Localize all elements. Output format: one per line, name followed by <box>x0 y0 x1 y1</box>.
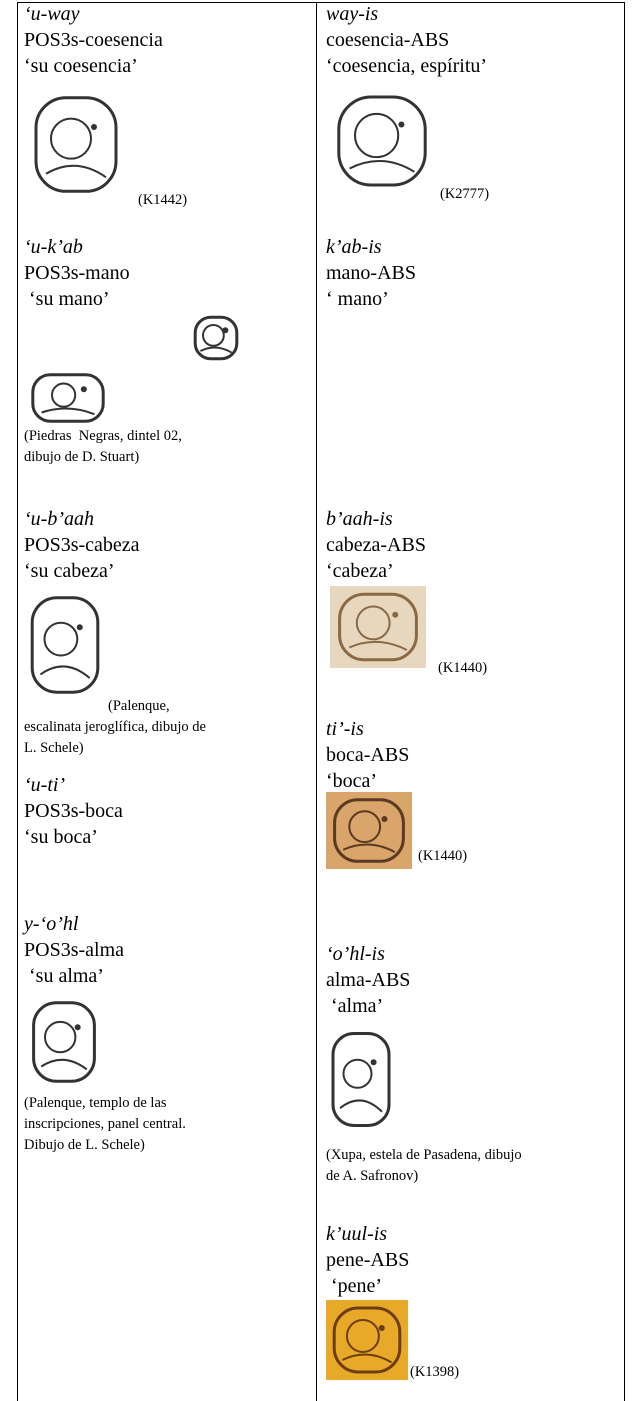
caption: (Piedras Negras, dintel 02, <box>24 428 182 444</box>
caption: (K1398) <box>410 1364 460 1380</box>
entry-translation: ‘ mano’ <box>326 288 389 310</box>
entry-gloss: POS3s-mano <box>24 262 130 284</box>
entry-translation: ‘su boca’ <box>24 826 98 848</box>
glyph-image <box>32 1001 96 1083</box>
caption: inscripciones, panel central. <box>24 1116 186 1132</box>
caption: (K1442) <box>138 192 188 208</box>
entry-word: ‘u-ti’ <box>24 774 66 796</box>
caption: (K1440) <box>418 848 468 864</box>
caption: de A. Safronov) <box>326 1168 419 1184</box>
glyph-image <box>31 373 105 423</box>
caption: (K2777) <box>440 186 490 202</box>
entry-translation: ‘su cabeza’ <box>24 560 115 582</box>
caption: Dibujo de L. Schele) <box>24 1137 145 1153</box>
entry-gloss: POS3s-boca <box>24 800 123 822</box>
caption: (Xupa, estela de Pasadena, dibujo <box>326 1147 522 1163</box>
caption: (Palenque, templo de las <box>24 1095 167 1111</box>
glyph-image <box>193 315 239 361</box>
entry-translation: ‘su alma’ <box>24 965 104 987</box>
entry-word: y-‘o’hl <box>24 913 79 935</box>
glyph-image <box>326 792 412 869</box>
entry-gloss: alma-ABS <box>326 969 411 991</box>
entry-gloss: coesencia-ABS <box>326 29 450 51</box>
entry-word: way-is <box>326 3 379 25</box>
caption: dibujo de D. Stuart) <box>24 449 140 465</box>
entry-word: ‘u-b’aah <box>24 508 94 530</box>
entry-word: ‘o’hl-is <box>326 943 385 965</box>
entry-word: k’uul-is <box>326 1223 388 1245</box>
table-border <box>17 2 625 3</box>
glyph-image <box>331 1032 391 1127</box>
entry-word: b’aah-is <box>326 508 393 530</box>
table-border <box>624 2 625 1401</box>
entry-word: ‘u-way <box>24 3 80 25</box>
caption: (Palenque, <box>108 698 170 714</box>
glyph-image <box>330 586 426 668</box>
entry-translation: ‘su mano’ <box>24 288 110 310</box>
caption: escalinata jeroglífica, dibujo de <box>24 719 206 735</box>
entry-gloss: pene-ABS <box>326 1249 410 1271</box>
entry-translation: ‘su coesencia’ <box>24 55 138 77</box>
entry-translation: ‘boca’ <box>326 770 378 792</box>
entry-translation: ‘coesencia, espíritu’ <box>326 55 488 77</box>
entry-gloss: POS3s-alma <box>24 939 124 961</box>
entry-gloss: mano-ABS <box>326 262 416 284</box>
entry-gloss: boca-ABS <box>326 744 410 766</box>
entry-translation: ‘cabeza’ <box>326 560 394 582</box>
glyph-image <box>30 596 100 694</box>
entry-word: ‘u-k’ab <box>24 236 83 258</box>
entry-word: k’ab-is <box>326 236 382 258</box>
glyph-image <box>34 96 118 193</box>
glyph-image <box>337 95 427 187</box>
caption: (K1440) <box>438 660 488 676</box>
entry-translation: ‘alma’ <box>326 995 384 1017</box>
entry-gloss: cabeza-ABS <box>326 534 426 556</box>
caption: L. Schele) <box>24 740 84 756</box>
glyph-image <box>326 1300 408 1380</box>
table-border <box>17 2 18 1401</box>
entry-gloss: POS3s-coesencia <box>24 29 163 51</box>
entry-word: ti’-is <box>326 718 364 740</box>
entry-translation: ‘pene’ <box>326 1275 383 1297</box>
entry-gloss: POS3s-cabeza <box>24 534 140 556</box>
column-divider <box>316 2 317 1401</box>
